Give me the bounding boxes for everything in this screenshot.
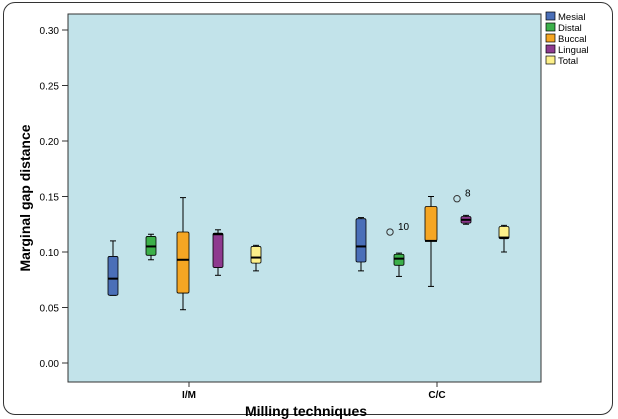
y-axis: 0.00 0.05 0.10 0.15 0.20 0.25 0.30	[40, 26, 68, 370]
x-tick-label: C/C	[428, 390, 445, 401]
y-tick-label: 0.10	[40, 248, 60, 259]
box-body	[176, 231, 190, 294]
y-tick-label: 0.00	[40, 359, 60, 370]
legend-label: Lingual	[558, 45, 589, 56]
legend-swatch	[545, 22, 556, 32]
legend-swatch	[545, 44, 556, 54]
outlier-label: 10	[398, 222, 410, 233]
outlier-point	[386, 228, 394, 236]
legend-swatch	[545, 33, 556, 43]
box-buccal	[424, 196, 438, 287]
box-body	[498, 226, 510, 240]
y-tick-label: 0.20	[40, 137, 60, 148]
x-tick-label: I/M	[182, 390, 196, 401]
legend-swatch	[545, 55, 556, 65]
legend-swatch	[545, 11, 556, 21]
box-body	[212, 232, 224, 268]
box-distal: 10	[386, 222, 410, 277]
box-buccal	[176, 197, 190, 311]
box-body	[393, 253, 405, 266]
box-body	[107, 256, 119, 296]
box-mesial	[107, 240, 119, 296]
box-lingual	[212, 229, 224, 276]
box-lingual: 8	[453, 189, 472, 225]
y-tick-label: 0.05	[40, 304, 60, 315]
outlier-point	[453, 195, 461, 203]
x-axis: I/M C/C	[182, 382, 446, 401]
box-body	[355, 218, 367, 263]
y-axis-label: Marginal gap distance	[17, 124, 33, 271]
box-mesial	[355, 217, 367, 272]
legend-label: Total	[558, 56, 578, 67]
outlier-label: 8	[465, 189, 471, 200]
box-body	[424, 206, 438, 242]
box-total	[498, 224, 510, 253]
box-body	[250, 246, 262, 264]
legend-label: Distal	[558, 23, 582, 34]
box-distal	[145, 233, 157, 261]
y-tick-label: 0.25	[40, 82, 60, 93]
y-tick-label: 0.30	[40, 26, 60, 37]
x-axis-label: Milling techniques	[245, 403, 367, 419]
plot-area	[67, 13, 542, 383]
box-total	[250, 244, 262, 272]
y-tick-label: 0.15	[40, 193, 60, 204]
legend-label: Mesial	[558, 12, 585, 23]
box-series: 10 8	[107, 189, 510, 311]
legend-label: Buccal	[558, 34, 587, 45]
